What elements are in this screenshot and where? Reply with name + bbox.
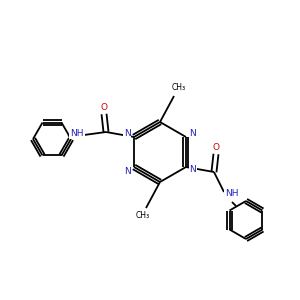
Text: N: N: [124, 130, 130, 139]
Text: N: N: [190, 128, 196, 137]
Text: O: O: [100, 103, 107, 112]
Text: N: N: [190, 166, 196, 175]
Text: NH: NH: [70, 130, 84, 139]
Text: CH₃: CH₃: [136, 212, 150, 220]
Text: CH₃: CH₃: [172, 83, 186, 92]
Text: NH: NH: [225, 190, 239, 199]
Text: N: N: [124, 167, 130, 176]
Text: O: O: [212, 142, 220, 152]
